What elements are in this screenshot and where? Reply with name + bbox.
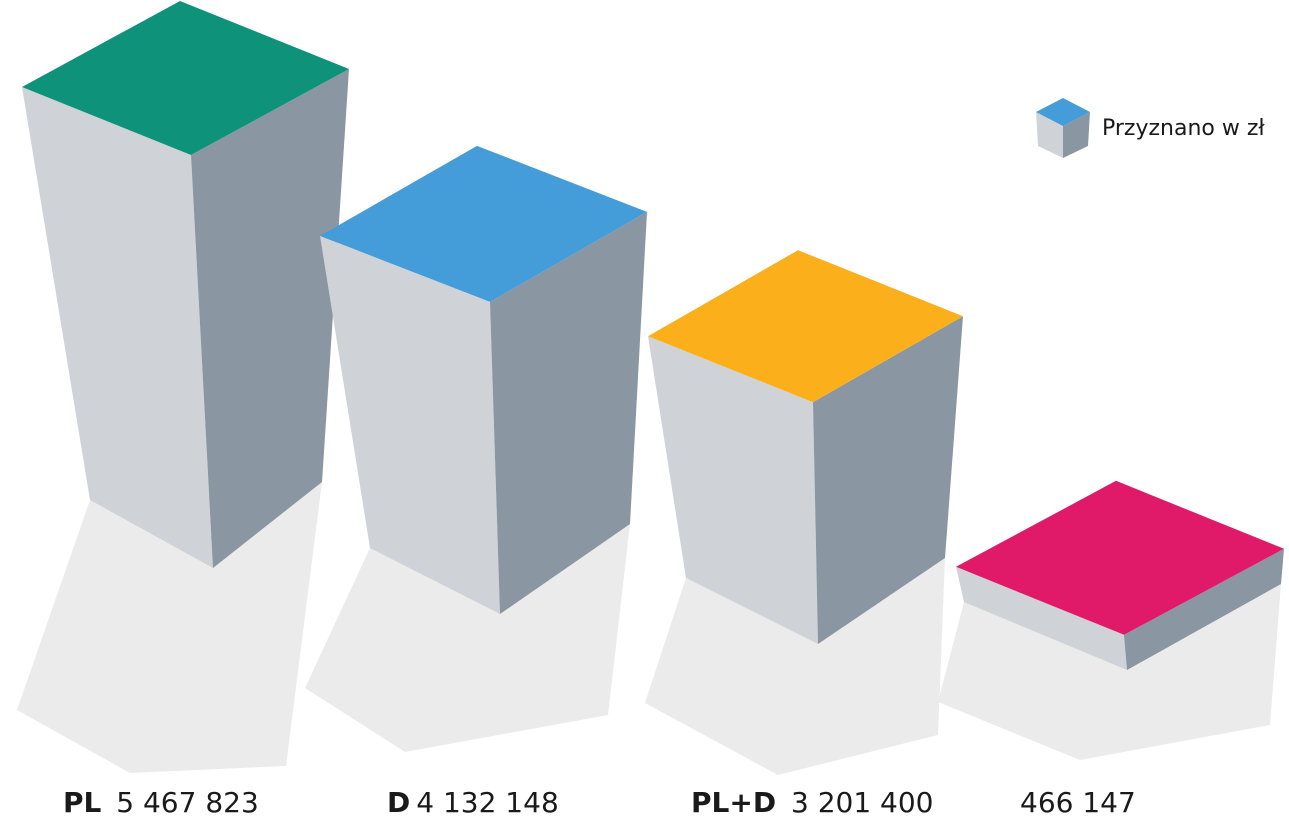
value-label: 466 147 <box>1020 786 1136 819</box>
value-label: 3 201 400 <box>790 786 934 819</box>
category-label-pl-d: PL+D 3 201 400 <box>691 786 934 819</box>
category-name: PL+D <box>691 786 777 819</box>
value-label: 5 467 823 <box>116 786 259 819</box>
bar-shadow <box>645 558 945 775</box>
legend-swatch-icon <box>1036 98 1090 158</box>
category-label-pl: PL 5 467 823 <box>63 786 259 819</box>
bar-shadow <box>17 482 322 773</box>
bar-front-face <box>22 87 213 568</box>
bar-front-face <box>956 566 1127 670</box>
bar-side-face <box>813 316 963 644</box>
category-name: PL <box>63 786 102 819</box>
bar-front-face <box>648 336 818 644</box>
legend: Przyznano w zł <box>1034 96 1265 160</box>
bar-shadow <box>305 524 630 752</box>
bar-front-face <box>320 235 500 615</box>
bar-side-face <box>191 69 349 568</box>
bar-top-face <box>648 250 963 403</box>
category-label-4: 466 147 <box>1020 786 1136 819</box>
bar-side-face <box>1124 548 1284 670</box>
legend-label: Przyznano w zł <box>1102 115 1265 141</box>
value-label: 4 132 148 <box>416 786 559 819</box>
bar-top-face <box>320 145 647 302</box>
bar-top-face <box>22 1 349 155</box>
category-name: D <box>387 786 411 819</box>
bar-side-face <box>490 211 647 615</box>
bar-top-face <box>956 480 1284 635</box>
